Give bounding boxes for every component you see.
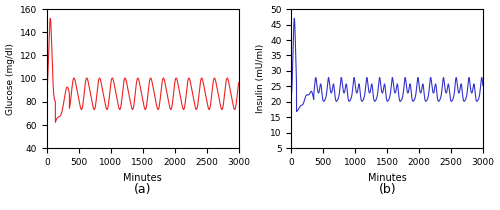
Y-axis label: Glucose (mg/dl): Glucose (mg/dl) [6, 43, 15, 115]
X-axis label: Minutes: Minutes [368, 173, 406, 183]
Title: (b): (b) [378, 183, 396, 196]
Title: (a): (a) [134, 183, 152, 196]
Y-axis label: Insulin (mU/ml): Insulin (mU/ml) [256, 44, 264, 113]
X-axis label: Minutes: Minutes [124, 173, 162, 183]
